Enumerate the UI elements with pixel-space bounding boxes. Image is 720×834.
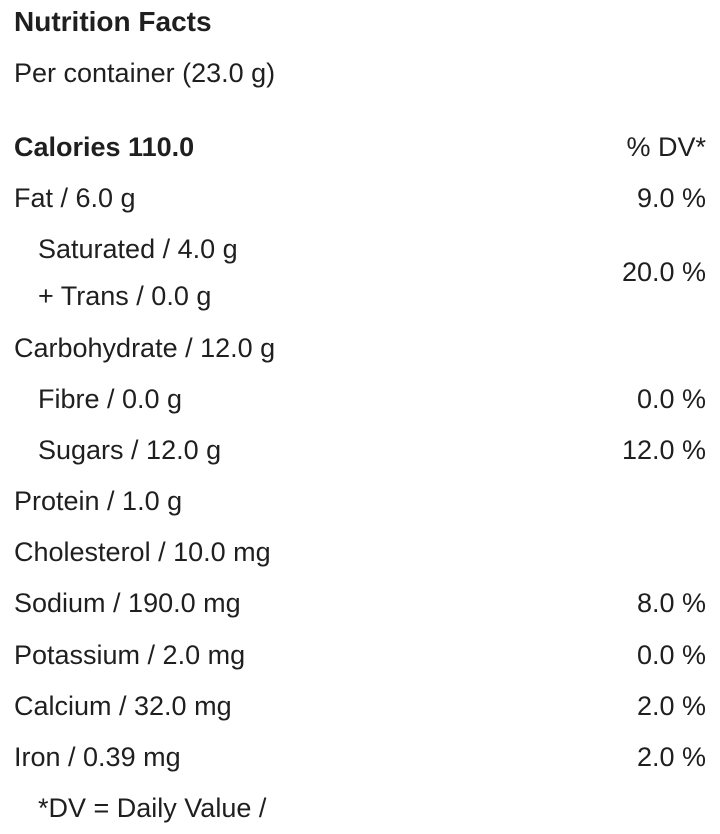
nutrient-label: Protein / 1.0 g xyxy=(14,486,183,516)
nutrient-label: Sodium / 190.0 mg xyxy=(14,588,241,618)
nutrient-label: Sugars / 12.0 g xyxy=(38,435,222,465)
nutrient-label: Fibre / 0.0 g xyxy=(38,384,183,414)
nutrient-dv: 9.0 % xyxy=(636,183,706,213)
nutrient-label: Fat / 6.0 g xyxy=(14,183,136,213)
nutrient-dv: 2.0 % xyxy=(636,742,706,772)
title: Nutrition Facts xyxy=(14,6,212,37)
nutrient-dv: 8.0 % xyxy=(636,588,706,618)
nutrient-label: Potassium / 2.0 mg xyxy=(14,640,246,670)
nutrient-dv: 12.0 % xyxy=(621,435,706,465)
nutrient-label: Carbohydrate / 12.0 g xyxy=(14,333,276,363)
nutrient-label: Calcium / 32.0 mg xyxy=(14,691,232,721)
calories: Calories 110.0 xyxy=(14,132,195,162)
nutrient-dv: 20.0 % xyxy=(621,257,706,287)
nutrient-label: Iron / 0.39 mg xyxy=(14,742,181,772)
nutrient-dv: 0.0 % xyxy=(636,640,706,670)
nutrient-label: + Trans / 0.0 g xyxy=(38,281,212,311)
nutrient-label: Saturated / 4.0 g xyxy=(38,234,238,264)
dv-header: % DV* xyxy=(626,132,706,162)
subtitle: Per container (23.0 g) xyxy=(14,58,276,88)
nutrient-dv: 0.0 % xyxy=(636,384,706,414)
nutrient-label: Cholesterol / 10.0 mg xyxy=(14,537,271,567)
nutrient-dv: 2.0 % xyxy=(636,691,706,721)
footnote: *DV = Daily Value / xyxy=(38,793,267,823)
